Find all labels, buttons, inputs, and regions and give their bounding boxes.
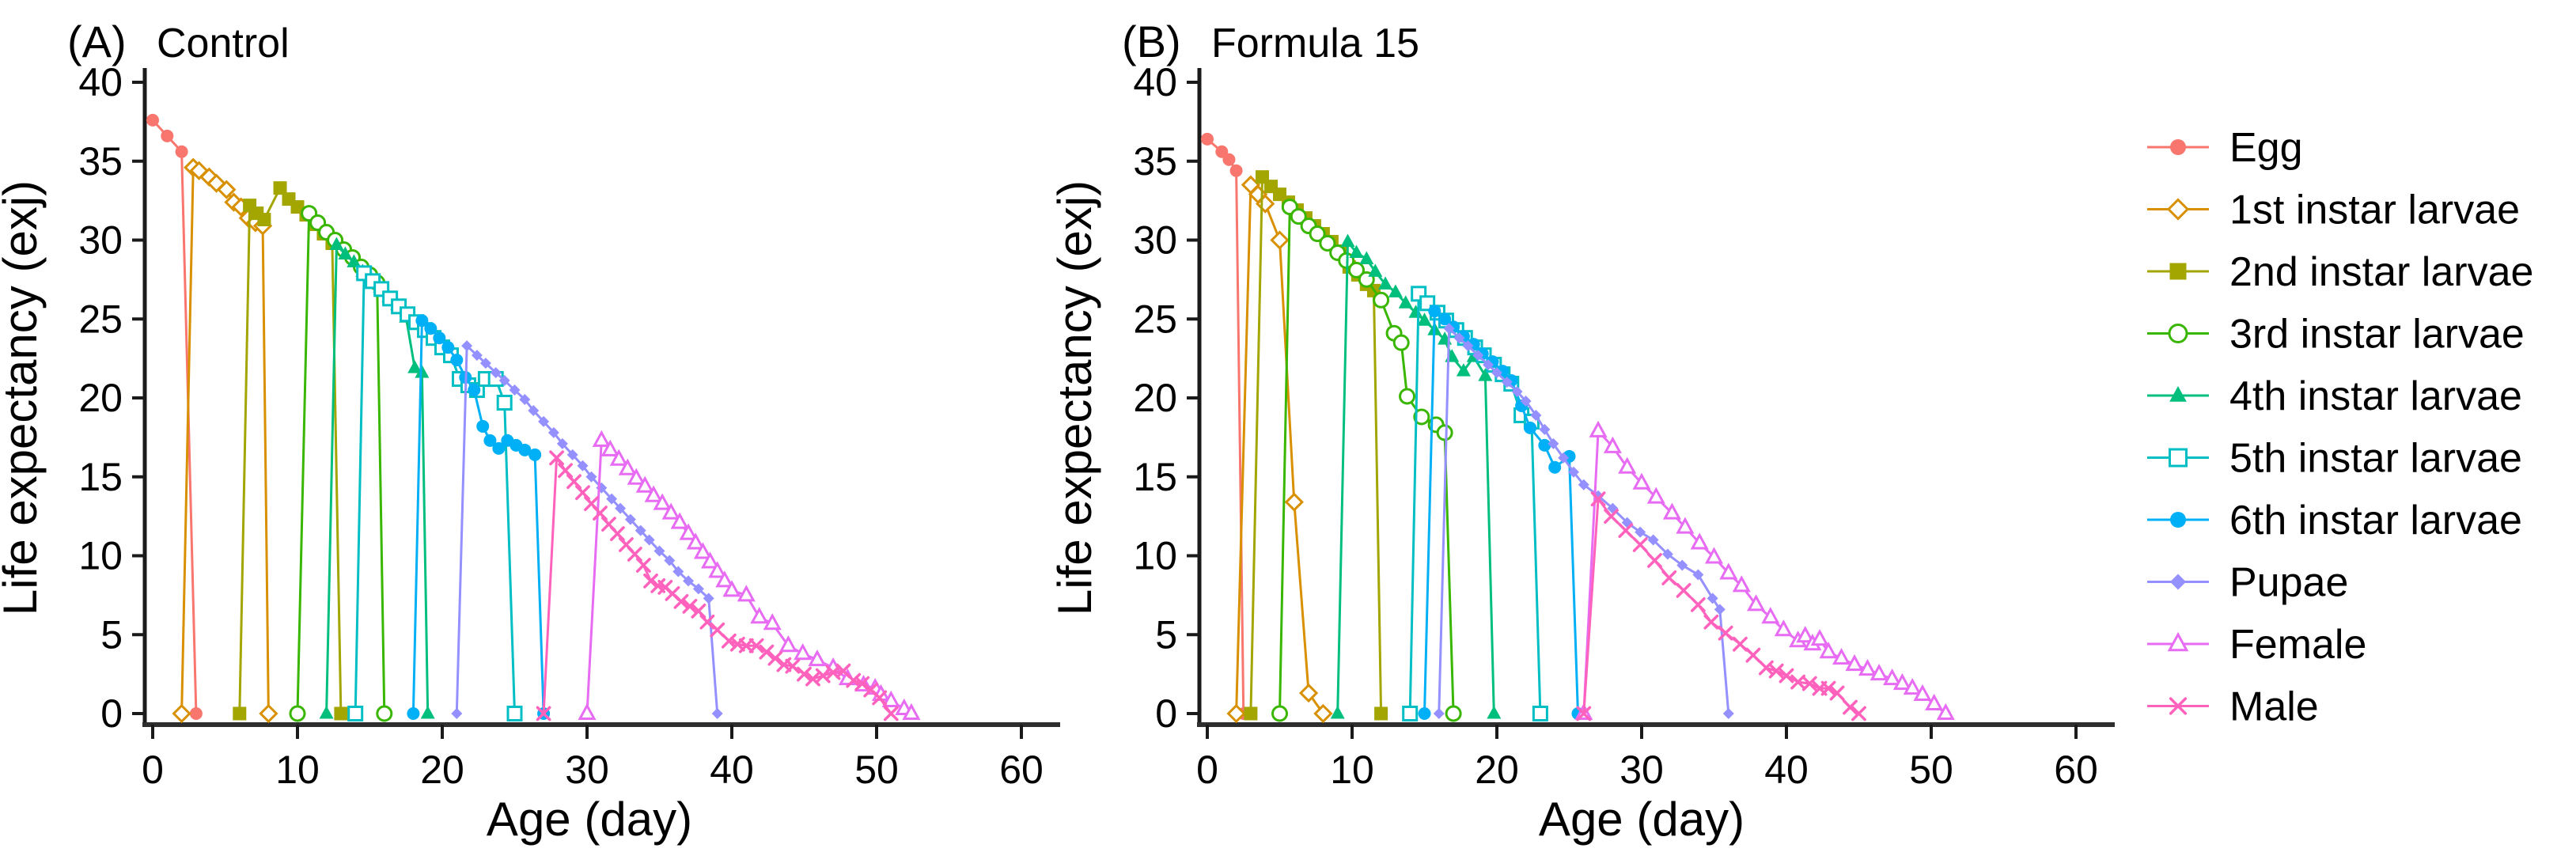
x-tick-label: 10 (275, 748, 320, 792)
legend-item-female: Female (2147, 622, 2366, 668)
x-tick-label: 40 (1764, 748, 1809, 792)
legend-label: Female (2229, 622, 2366, 668)
series-1st-instar-larvae (172, 157, 278, 724)
x-tick-label: 20 (420, 748, 464, 792)
panel-a-series (146, 113, 921, 724)
panel-a-label: (A) (67, 17, 127, 66)
x-tick-label: 50 (854, 748, 899, 792)
x-tick-label: 20 (1475, 748, 1519, 792)
legend-label: 4th instar larvae (2229, 373, 2522, 419)
y-tick-label: 5 (1155, 612, 1177, 657)
x-tick-label: 0 (142, 748, 164, 792)
series-2nd-instar-larvae (233, 181, 348, 721)
legend-item-egg: Egg (2147, 125, 2303, 171)
panel-b: (B) Formula 15 Life expectancy (exj) Age… (1048, 17, 2115, 846)
y-tick-label: 0 (100, 691, 123, 736)
legend-label: Egg (2229, 125, 2303, 171)
x-tick-label: 30 (565, 748, 609, 792)
x-tick-label: 10 (1330, 748, 1374, 792)
y-tick-label: 0 (1155, 691, 1177, 736)
series-female (578, 430, 921, 720)
legend-label: 2nd instar larvae (2229, 249, 2533, 295)
series-line (455, 344, 719, 714)
y-tick-label: 40 (78, 60, 123, 104)
y-tick-label: 35 (78, 139, 123, 184)
legend-label: Male (2229, 684, 2319, 730)
y-tick-label: 35 (1133, 139, 1177, 184)
panel-b-label: (B) (1122, 17, 1181, 66)
y-tick-label: 40 (1133, 60, 1177, 104)
y-tick-label: 15 (1133, 455, 1177, 499)
series-line (151, 119, 198, 714)
legend-item-4th-instar-larvae: 4th instar larvae (2147, 373, 2522, 419)
series-3rd-instar-larvae (1271, 199, 1462, 722)
legend-item-5th-instar-larvae: 5th instar larvae (2147, 436, 2522, 482)
legend-label: 1st instar larvae (2229, 187, 2520, 233)
y-tick-label: 10 (78, 534, 123, 578)
legend: Egg 1st instar larvae 2nd instar larvae 3rd… (2147, 125, 2533, 730)
y-tick-label: 30 (1133, 218, 1177, 263)
panel-b-x-axis-title: Age (day) (1539, 793, 1744, 846)
y-tick-label: 15 (78, 455, 123, 499)
panel-b-title: Formula 15 (1211, 21, 1419, 66)
x-tick-label: 60 (999, 748, 1044, 792)
panel-b-axes: 0 10 20 30 40 50 60 0 5 10 15 20 25 30 35 40 (1133, 60, 2115, 792)
x-tick-label: 40 (710, 748, 754, 792)
y-tick-label: 25 (1133, 297, 1177, 341)
series-line (238, 187, 343, 714)
legend-label: 6th instar larvae (2229, 498, 2522, 543)
series-6th-instar-larvae (407, 314, 551, 720)
series-male (1576, 491, 1866, 721)
legend-item-3rd-instar-larvae: 3rd instar larvae (2147, 312, 2525, 358)
legend-item-6th-instar-larvae: 6th instar larvae (2147, 498, 2522, 543)
panel-a-title: Control (157, 21, 290, 66)
y-tick-label: 20 (78, 376, 123, 420)
legend-label: 5th instar larvae (2229, 436, 2522, 482)
series-pupae (451, 340, 723, 719)
series-1st-instar-larvae (1226, 175, 1333, 724)
series-female (1574, 420, 1955, 720)
series-egg (146, 113, 203, 720)
series-egg (1201, 132, 1250, 720)
legend-item-1st-instar-larvae: 1st instar larvae (2147, 187, 2520, 233)
series-pupae (1433, 323, 1734, 719)
legend-item-pupae: Pupae (2147, 560, 2348, 606)
series-male (536, 450, 899, 721)
y-tick-label: 20 (1133, 376, 1177, 420)
panel-a-x-axis-title: Age (day) (487, 793, 692, 846)
legend-item-2nd-instar-larvae: 2nd instar larvae (2147, 249, 2533, 295)
y-tick-label: 30 (78, 218, 123, 263)
legend-item-male: Male (2147, 684, 2319, 730)
x-tick-label: 60 (2054, 748, 2098, 792)
legend-label: Pupae (2229, 560, 2348, 606)
y-tick-label: 25 (78, 297, 123, 341)
panel-a: (A) Control Life expectancy (exj) Age (d… (0, 17, 1060, 846)
panel-b-series (1201, 132, 1955, 724)
y-tick-label: 10 (1133, 534, 1177, 578)
panel-a-axes: 0 10 20 30 40 50 60 0 5 10 15 20 25 30 35 40 (78, 60, 1060, 792)
panel-a-y-axis-title: Life expectancy (exj) (0, 180, 47, 615)
panel-b-y-axis-title: Life expectancy (exj) (1048, 180, 1101, 615)
x-tick-label: 0 (1196, 748, 1218, 792)
series-line (1235, 184, 1324, 714)
x-tick-label: 30 (1619, 748, 1664, 792)
y-tick-label: 5 (100, 612, 123, 657)
x-tick-label: 50 (1909, 748, 1953, 792)
legend-label: 3rd instar larvae (2229, 312, 2525, 358)
